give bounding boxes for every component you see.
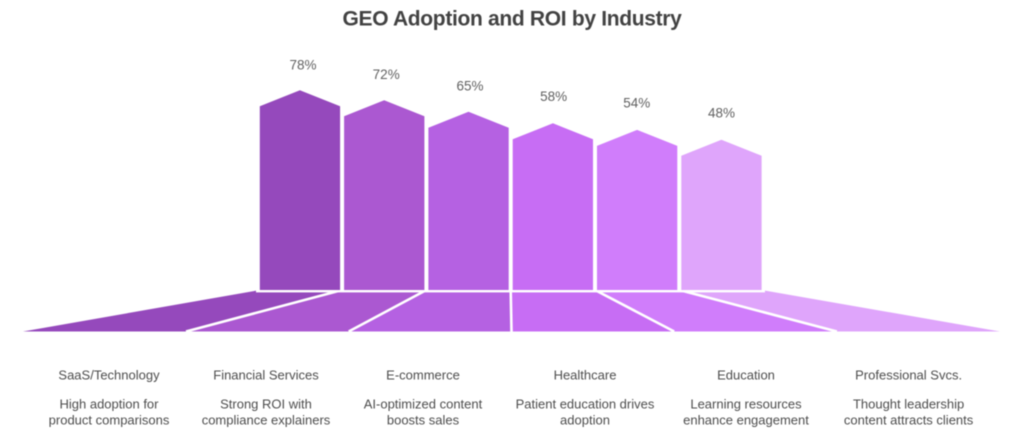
svg-text:E-commerce: E-commerce (386, 367, 460, 382)
svg-text:content attracts clients: content attracts clients (844, 413, 974, 428)
svg-text:Education: Education (717, 367, 775, 382)
svg-text:Thought leadership: Thought leadership (853, 397, 964, 412)
svg-text:Patient education drives: Patient education drives (516, 397, 655, 412)
svg-text:compliance explainers: compliance explainers (202, 413, 331, 428)
svg-text:GEO Adoption and ROI by Indust: GEO Adoption and ROI by Industry (343, 8, 683, 31)
svg-text:product comparisons: product comparisons (49, 413, 170, 428)
svg-text:Professional Svcs.: Professional Svcs. (855, 367, 962, 382)
svg-text:AI-optimized content: AI-optimized content (364, 397, 483, 412)
svg-text:Learning resources: Learning resources (690, 397, 802, 412)
svg-text:Healthcare: Healthcare (554, 367, 617, 382)
svg-text:Financial Services: Financial Services (213, 367, 319, 382)
svg-text:48%: 48% (708, 106, 735, 121)
svg-text:65%: 65% (456, 78, 483, 93)
svg-text:SaaS/Technology: SaaS/Technology (58, 367, 160, 382)
svg-text:72%: 72% (373, 67, 400, 82)
svg-text:High adoption for: High adoption for (59, 397, 159, 412)
svg-text:Strong ROI with: Strong ROI with (220, 397, 312, 412)
svg-text:54%: 54% (623, 95, 650, 110)
svg-text:58%: 58% (540, 89, 567, 104)
svg-text:enhance engagement: enhance engagement (683, 413, 809, 428)
svg-text:adoption: adoption (560, 413, 610, 428)
svg-text:78%: 78% (289, 57, 316, 72)
svg-text:boosts sales: boosts sales (387, 413, 460, 428)
